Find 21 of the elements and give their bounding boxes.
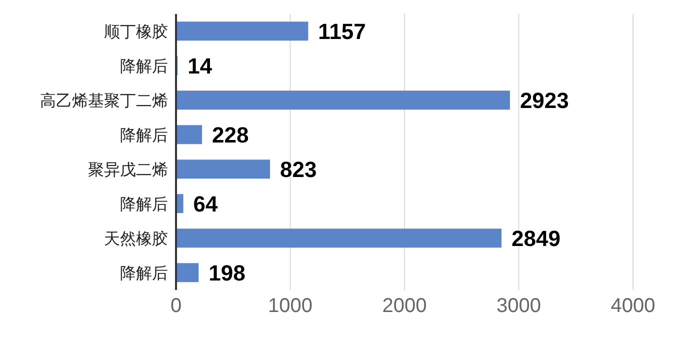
y-tick-label: 高乙烯基聚丁二烯 xyxy=(40,92,168,110)
x-tick-label: 1000 xyxy=(268,295,312,318)
x-tick-label: 0 xyxy=(170,295,182,318)
data-label: 2923 xyxy=(520,88,569,113)
x-tick-label: 4000 xyxy=(610,295,656,318)
y-tick-label: 降解后 xyxy=(120,264,168,282)
y-tick-label: 降解后 xyxy=(120,57,168,76)
data-label: 823 xyxy=(280,156,317,182)
y-tick-label: 聚异戊二烯 xyxy=(88,160,168,179)
x-tick-label: 3000 xyxy=(496,295,541,318)
data-label: 64 xyxy=(193,191,219,216)
data-label: 228 xyxy=(212,122,249,148)
y-tick-label: 降解后 xyxy=(120,126,168,144)
x-tick-label: 2000 xyxy=(382,295,427,318)
y-tick-label: 天然橡胶 xyxy=(104,230,168,248)
data-label: 2849 xyxy=(512,226,560,251)
y-tick-label: 降解后 xyxy=(120,195,168,214)
data-label: 198 xyxy=(208,260,246,286)
data-label: 14 xyxy=(188,53,213,78)
data-label: 1157 xyxy=(318,18,366,44)
y-tick-label: 顺丁橡胶 xyxy=(104,22,168,41)
